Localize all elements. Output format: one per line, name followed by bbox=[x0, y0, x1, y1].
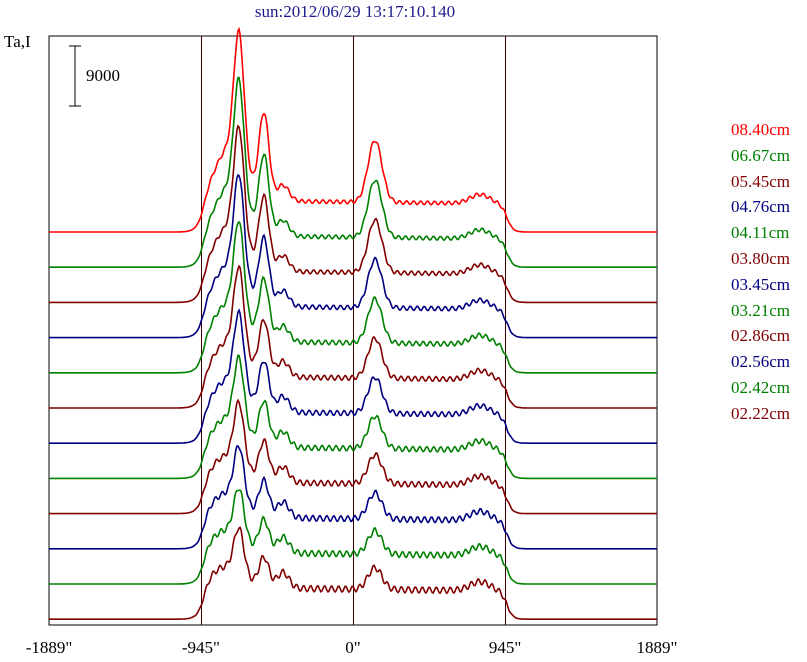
legend-entry: 04.11cm bbox=[731, 223, 790, 243]
legend-entry: 06.67cm bbox=[731, 145, 791, 165]
legend-entry: 02.42cm bbox=[731, 377, 791, 397]
series-line bbox=[49, 173, 657, 339]
series-line bbox=[49, 445, 657, 550]
x-tick-label: 0" bbox=[345, 638, 361, 657]
legend-entry: 08.40cm bbox=[731, 120, 791, 139]
series-line bbox=[49, 354, 657, 480]
legend-entry: 03.45cm bbox=[731, 274, 791, 294]
series-line bbox=[49, 489, 657, 585]
scale-bar-label: 9000 bbox=[86, 66, 120, 85]
x-tick-label: -945" bbox=[181, 638, 220, 657]
legend-entry: 05.45cm bbox=[731, 171, 791, 191]
series-line bbox=[49, 124, 657, 304]
scale-bar bbox=[69, 45, 81, 107]
vertical-reference-lines bbox=[201, 36, 506, 625]
x-tick-label: 945" bbox=[488, 638, 522, 657]
y-axis-label: Ta,I bbox=[4, 32, 31, 51]
series-line bbox=[49, 76, 657, 268]
legend: 08.40cm 06.67cm 05.45cm 04.76cm 04.11cm 03.80… bbox=[731, 119, 790, 429]
legend-entry: 03.21cm bbox=[731, 300, 791, 320]
series-line bbox=[49, 525, 657, 620]
x-tick-label: 1889" bbox=[636, 638, 678, 657]
legend-entry: 02.86cm bbox=[731, 326, 791, 346]
series-line bbox=[49, 398, 657, 515]
legend-entry: 02.22cm bbox=[731, 403, 791, 423]
series-line bbox=[49, 220, 657, 374]
legend-entry: 04.76cm bbox=[731, 197, 791, 217]
x-tick-label: -1889" bbox=[25, 638, 73, 657]
series-line bbox=[49, 264, 657, 409]
legend-entry: 03.80cm bbox=[731, 248, 791, 268]
series-lines bbox=[49, 26, 657, 620]
legend-entry: 02.56cm bbox=[731, 352, 791, 372]
series-line bbox=[49, 308, 657, 444]
chart-title: sun:2012/06/29 13:17:10.140 bbox=[254, 2, 456, 21]
series-line bbox=[49, 26, 657, 233]
